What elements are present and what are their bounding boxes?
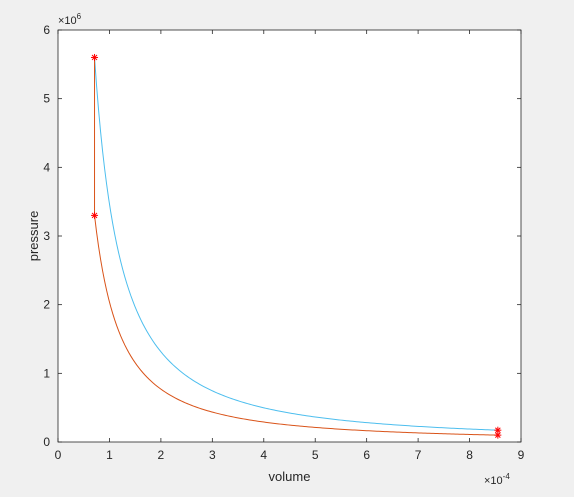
x-tick-label: 1 bbox=[106, 448, 113, 462]
axes-background bbox=[58, 30, 521, 442]
y-tick-label: 4 bbox=[43, 160, 50, 174]
y-axis-label: pressure bbox=[26, 211, 41, 262]
y-tick-label: 3 bbox=[43, 229, 50, 243]
series-line-0 bbox=[94, 57, 498, 431]
data-point-marker-1 bbox=[91, 211, 99, 219]
x-tick-label: 3 bbox=[209, 448, 216, 462]
y-tick-label: 5 bbox=[43, 92, 50, 106]
x-tick-label: 2 bbox=[158, 448, 165, 462]
y-scale-label: ×106 bbox=[58, 12, 82, 27]
x-tick-label: 6 bbox=[363, 448, 370, 462]
y-tick-label: 2 bbox=[43, 298, 50, 312]
x-tick-label: 8 bbox=[466, 448, 473, 462]
x-tick-label: 0 bbox=[55, 448, 62, 462]
data-point-marker-0 bbox=[91, 53, 99, 61]
tick-labels: 0 1 2 3 4 5 6 7 8 9 0 1 2 3 4 5 6 bbox=[43, 23, 524, 462]
y-tick-label: 1 bbox=[43, 366, 50, 380]
data-point-marker-3 bbox=[494, 431, 502, 439]
series-line-1 bbox=[94, 215, 498, 436]
marker-layer bbox=[91, 53, 502, 439]
y-tick-label: 6 bbox=[43, 23, 50, 37]
series-layer bbox=[94, 57, 498, 436]
y-tick-label: 0 bbox=[43, 435, 50, 449]
axes-box bbox=[57, 29, 522, 443]
x-tick-label: 9 bbox=[518, 448, 525, 462]
x-tick-label: 4 bbox=[260, 448, 267, 462]
x-tick-label: 7 bbox=[415, 448, 422, 462]
x-axis-label: volume bbox=[269, 469, 311, 484]
x-tick-label: 5 bbox=[312, 448, 319, 462]
x-scale-label: ×10-4 bbox=[484, 472, 510, 487]
